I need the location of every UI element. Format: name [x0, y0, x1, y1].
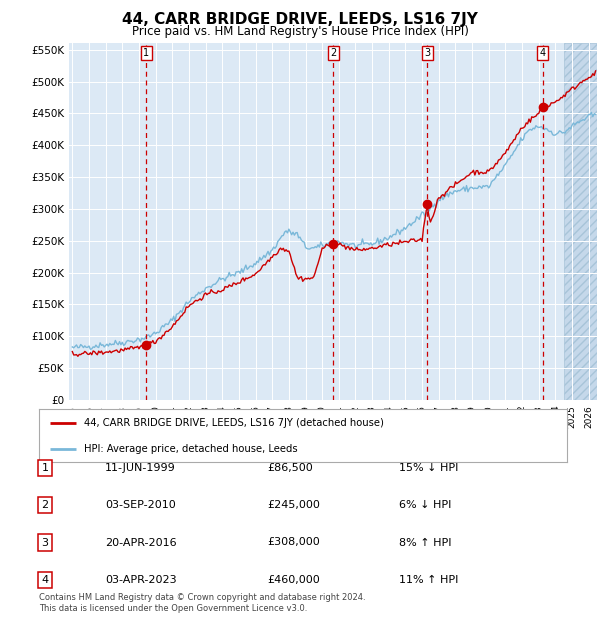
Text: 03-SEP-2010: 03-SEP-2010: [105, 500, 176, 510]
Text: 11% ↑ HPI: 11% ↑ HPI: [399, 575, 458, 585]
Text: 1: 1: [143, 48, 149, 58]
Text: 44, CARR BRIDGE DRIVE, LEEDS, LS16 7JY: 44, CARR BRIDGE DRIVE, LEEDS, LS16 7JY: [122, 12, 478, 27]
Text: Price paid vs. HM Land Registry's House Price Index (HPI): Price paid vs. HM Land Registry's House …: [131, 25, 469, 38]
Text: 8% ↑ HPI: 8% ↑ HPI: [399, 538, 452, 547]
Text: 11-JUN-1999: 11-JUN-1999: [105, 463, 176, 473]
Text: Contains HM Land Registry data © Crown copyright and database right 2024.
This d: Contains HM Land Registry data © Crown c…: [39, 593, 365, 613]
Text: 4: 4: [540, 48, 546, 58]
Text: 20-APR-2016: 20-APR-2016: [105, 538, 176, 547]
Text: 1: 1: [41, 463, 49, 473]
Text: £245,000: £245,000: [267, 500, 320, 510]
Text: £86,500: £86,500: [267, 463, 313, 473]
Text: £460,000: £460,000: [267, 575, 320, 585]
Bar: [563, 43, 600, 400]
Text: 03-APR-2023: 03-APR-2023: [105, 575, 176, 585]
Text: 2: 2: [330, 48, 337, 58]
Text: 4: 4: [41, 575, 49, 585]
Text: £308,000: £308,000: [267, 538, 320, 547]
Text: HPI: Average price, detached house, Leeds: HPI: Average price, detached house, Leed…: [84, 444, 298, 454]
Text: 3: 3: [41, 538, 49, 547]
Text: 2: 2: [41, 500, 49, 510]
Bar: [563, 43, 600, 400]
Text: 44, CARR BRIDGE DRIVE, LEEDS, LS16 7JY (detached house): 44, CARR BRIDGE DRIVE, LEEDS, LS16 7JY (…: [84, 418, 384, 428]
Text: 15% ↓ HPI: 15% ↓ HPI: [399, 463, 458, 473]
Text: 6% ↓ HPI: 6% ↓ HPI: [399, 500, 451, 510]
Text: 3: 3: [424, 48, 430, 58]
